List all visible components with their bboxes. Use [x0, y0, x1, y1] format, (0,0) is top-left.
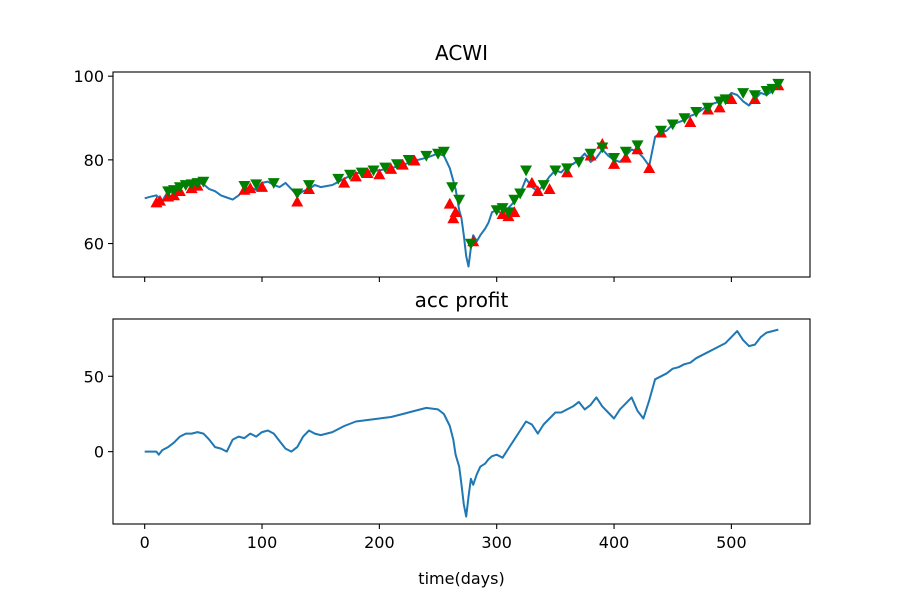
sell-marker — [608, 152, 621, 164]
sell-marker — [584, 148, 597, 160]
x-tick-label: 0 — [140, 533, 150, 552]
y-tick-label: 60 — [84, 235, 104, 254]
sell-marker — [537, 180, 550, 191]
buy-marker — [361, 167, 374, 179]
sell-marker — [619, 146, 632, 158]
buy-marker — [531, 185, 544, 197]
bottom-ticks-group: 0 100 200 300 400 500 0 50 — [84, 367, 747, 552]
buy-marker — [396, 158, 409, 170]
top-axes-frame — [112, 71, 811, 278]
x-tick-label: 500 — [716, 533, 747, 552]
bottom-chart-title: acc profit — [415, 288, 509, 312]
buy-marker — [508, 206, 521, 217]
sell-marker — [238, 180, 251, 192]
x-axis-label: time(days) — [418, 569, 504, 588]
buy-marker — [385, 163, 398, 174]
sell-marker — [464, 238, 477, 250]
sell-marker — [690, 106, 703, 118]
sell-marker — [678, 113, 691, 125]
top-axes: ACWI 60 80 100 — [73, 41, 811, 282]
sell-marker — [267, 178, 280, 189]
y-tick-label: 0 — [94, 443, 104, 462]
sell-marker — [572, 157, 585, 168]
buy-marker — [684, 116, 697, 128]
x-tick-label: 200 — [364, 533, 395, 552]
top-ticks-group: 60 80 100 — [73, 67, 732, 282]
sell-marker — [748, 90, 761, 102]
buy-marker — [349, 170, 362, 182]
sell-marker — [666, 119, 679, 131]
sell-marker — [332, 173, 345, 185]
sell-marker — [654, 125, 667, 137]
x-tick-label: 300 — [481, 533, 512, 552]
buy-marker — [256, 181, 269, 192]
sell-marker — [520, 165, 533, 177]
sell-marker — [737, 88, 750, 99]
buy-marker — [643, 162, 656, 174]
sell-marker — [508, 194, 521, 206]
sell-marker — [197, 176, 210, 188]
sell-marker — [367, 165, 380, 177]
buy-marker — [338, 176, 351, 188]
sell-marker — [390, 159, 403, 171]
sell-marker — [561, 163, 574, 175]
sell-marker — [355, 167, 368, 179]
buy-marker — [443, 197, 456, 209]
buy-marker — [543, 183, 556, 194]
bottom-axes-frame — [112, 318, 811, 525]
x-tick-label: 400 — [599, 533, 630, 552]
sell-marker — [772, 78, 785, 90]
buy-marker — [408, 154, 421, 166]
sell-marker — [549, 165, 562, 177]
sell-marker — [344, 169, 357, 181]
sell-marker — [596, 142, 609, 154]
bottom-series-group — [144, 328, 779, 518]
sell-marker — [402, 155, 415, 166]
sell-marker — [379, 162, 392, 174]
sell-marker — [502, 207, 515, 219]
buy-marker — [244, 182, 257, 194]
bottom-axes: acc profit 0 100 200 300 400 500 0 50 time(days… — [84, 288, 811, 588]
sell-marker — [302, 180, 315, 191]
sell-marker — [719, 94, 732, 106]
sell-marker — [446, 182, 459, 194]
y-tick-label: 80 — [84, 151, 104, 170]
buy-marker — [447, 212, 460, 224]
top-chart-title: ACWI — [435, 41, 488, 65]
buy-marker — [525, 176, 538, 188]
sell-marker — [514, 188, 527, 200]
sell-marker — [496, 203, 509, 214]
buy-marker — [153, 194, 166, 206]
buy-marker — [373, 168, 386, 180]
bottom-series-line — [144, 328, 779, 518]
sell-marker — [453, 194, 466, 206]
sell-marker — [291, 188, 304, 200]
sell-marker — [437, 146, 450, 158]
y-tick-label: 50 — [84, 367, 104, 386]
buy-marker — [291, 195, 304, 207]
top-series-group — [144, 78, 785, 268]
buy-marker — [725, 93, 738, 104]
sell-marker — [250, 179, 263, 191]
y-tick-label: 100 — [73, 67, 104, 86]
buy-marker — [449, 206, 462, 217]
sell-marker — [701, 102, 714, 114]
sell-marker — [420, 150, 433, 162]
sell-marker — [631, 140, 644, 152]
sell-marker — [766, 83, 779, 95]
x-tick-label: 100 — [247, 533, 278, 552]
